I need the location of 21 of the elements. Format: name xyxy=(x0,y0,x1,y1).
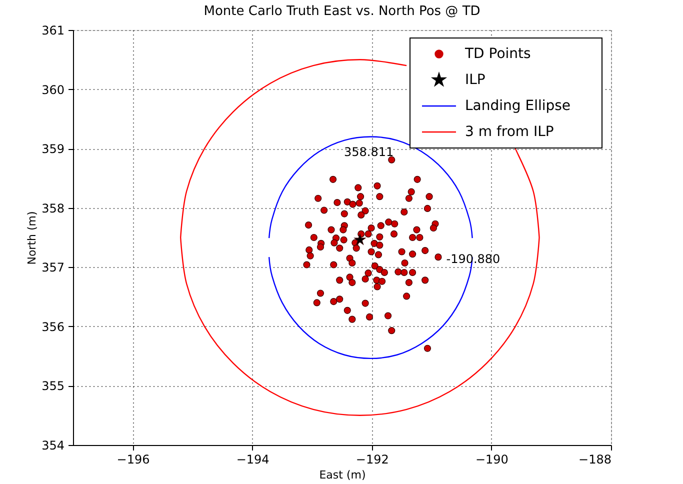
x-tick-label: −196 xyxy=(116,452,150,466)
legend-label: 3 m from ILP xyxy=(465,124,554,140)
legend-label: TD Points xyxy=(464,46,531,62)
annotation: 358.811 xyxy=(344,144,394,159)
y-tick-label: 356 xyxy=(42,320,64,334)
legend-label: Landing Ellipse xyxy=(465,98,571,114)
y-tick-label: 359 xyxy=(42,142,64,156)
x-tick-label: −188 xyxy=(578,452,612,466)
x-axis-title: East (m) xyxy=(319,468,366,482)
y-axis-title: North (m) xyxy=(26,211,39,265)
y-tick-label: 358 xyxy=(42,201,64,216)
legend-label: ILP xyxy=(465,72,486,88)
y-tick-label: 355 xyxy=(42,379,64,394)
y-tick-label: 360 xyxy=(42,82,64,97)
y-tick-label: 357 xyxy=(42,260,64,275)
x-tick-label: −192 xyxy=(356,452,389,466)
x-tick-label: −194 xyxy=(236,452,270,466)
x-tick-label: −190 xyxy=(475,452,508,466)
y-tick-label: 354 xyxy=(42,438,64,452)
y-tick-label: 361 xyxy=(42,24,64,38)
chart-title: Monte Carlo Truth East vs. North Pos @ TD xyxy=(204,4,480,19)
